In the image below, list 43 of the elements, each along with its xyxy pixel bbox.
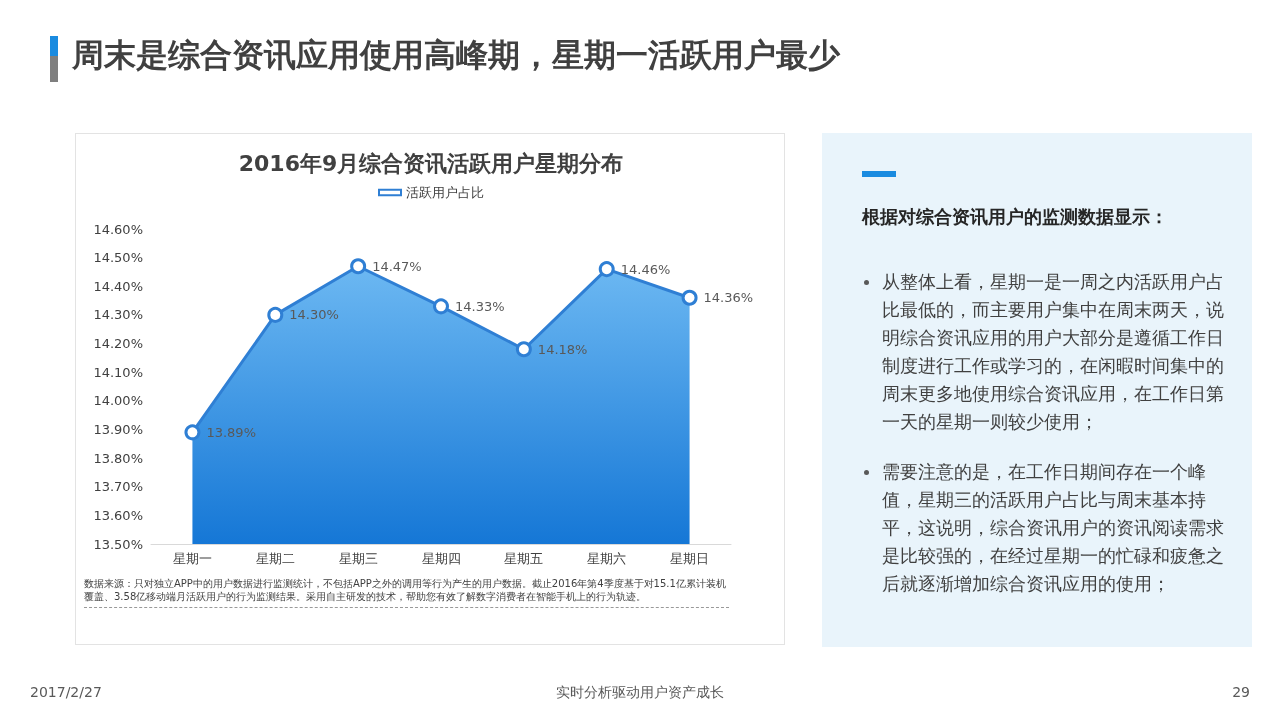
point (184, 424, 201, 441)
y-tick-label: 13.50% (93, 536, 143, 552)
y-tick-label: 14.00% (93, 393, 143, 409)
point (433, 298, 449, 315)
y-tick-label: 14.10% (93, 364, 143, 380)
data-label: 14.36% (703, 290, 754, 306)
text: 周末是综合资讯应用使用高峰期，星期一活跃用户最少 (72, 35, 840, 76)
text: 从整体上看，星期一是一周之内活跃用户占比最低的，而主要用户集中在周末两天，说明综合资讯应用的用户大部分是遵循工作日制度进行工作或学习的，在闲暇时间集中的周末更多地使用综合资讯应用，在工作日第一天的星期一则较少使用； (882, 270, 1225, 434)
x-tick-label: 星期三 (338, 551, 378, 566)
x-tick-label: 星期四 (421, 551, 461, 566)
point (515, 341, 532, 358)
text: 根据对综合资讯用户的监测数据显示： (862, 205, 1169, 229)
text: 2017/2/27 (30, 684, 102, 700)
x-tick-label: 星期日 (670, 551, 710, 566)
y-tick-label: 14.60% (93, 221, 143, 237)
legend-label: 活跃用户占比 (406, 185, 484, 200)
point (350, 258, 367, 275)
data-label: 14.33% (455, 298, 505, 314)
data-label: 13.89% (206, 424, 257, 440)
x-tick-label: 星期一 (172, 551, 212, 566)
text: 实时分析驱动用户资产成长 (556, 684, 724, 700)
data-label: 14.46% (620, 261, 671, 277)
x-tick-label: 星期二 (255, 551, 295, 566)
y-tick-label: 13.80% (93, 450, 143, 466)
text: 29 (1232, 684, 1250, 700)
text: 需要注意的是，在工作日期间存在一个峰值，星期三的活跃用户占比与周末基本持平，这说明，综合资讯用户的资讯阅读需求是比较强的，在经过星期一的忙碌和疲惫之后就逐渐增加综合资讯应用的使用； (882, 460, 1225, 596)
y-tick-label: 14.20% (93, 336, 143, 352)
y-tick-label: 14.50% (93, 250, 143, 266)
y-tick-label: 13.70% (93, 479, 143, 495)
y-tick-label: 13.90% (93, 421, 143, 437)
source-note: 数据来源：只对独立APP中的用户数据进行监测统计，不包括APP之外的调用等行为产生的用户数据。截止2016年第4季度基于对15.1亿累计装机覆盖、3.58亿移动端月活跃用户的行为监测结果。采用自主研发的技术，帮助您有效了解数字消费者在智能手机上的行为轨迹。 (84, 577, 729, 608)
point (598, 261, 615, 278)
x-tick-label: 星期六 (587, 551, 627, 566)
chart-title: 2016年9月综合资讯活跃用户星期分布 (238, 150, 624, 176)
data-label: 14.30% (289, 307, 339, 323)
y-tick-label: 14.30% (93, 307, 143, 323)
data-label: 14.18% (537, 341, 588, 357)
point (267, 306, 284, 323)
y-tick-label: 14.40% (93, 278, 143, 294)
data-label: 14.47% (372, 258, 422, 274)
y-tick-label: 13.60% (93, 507, 143, 523)
x-tick-label: 星期五 (504, 551, 544, 566)
point (681, 289, 698, 306)
